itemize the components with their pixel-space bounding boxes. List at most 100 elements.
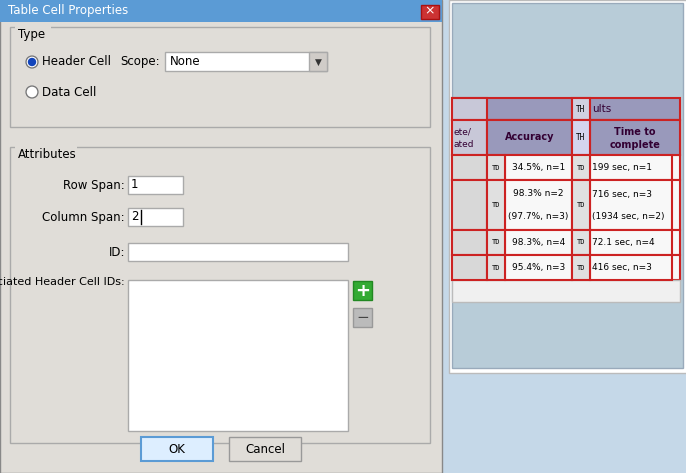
Bar xyxy=(487,120,572,155)
Bar xyxy=(452,98,487,120)
Bar xyxy=(505,255,572,280)
Text: 416 sec, n=3: 416 sec, n=3 xyxy=(592,263,652,272)
Bar xyxy=(572,155,590,180)
Text: Table Cell Properties: Table Cell Properties xyxy=(8,5,128,18)
Bar xyxy=(309,53,327,71)
Bar xyxy=(449,0,686,373)
Bar xyxy=(572,180,590,230)
Bar xyxy=(128,208,183,226)
Text: 199 sec, n=1: 199 sec, n=1 xyxy=(592,163,652,172)
Bar xyxy=(128,176,183,194)
Bar xyxy=(452,98,680,120)
Text: Attributes: Attributes xyxy=(18,148,77,161)
Bar xyxy=(452,180,487,230)
Text: ults: ults xyxy=(592,104,611,114)
Bar xyxy=(452,155,487,180)
Bar xyxy=(128,280,348,431)
Text: Data Cell: Data Cell xyxy=(42,86,96,98)
Text: OK: OK xyxy=(169,443,185,455)
Text: 1: 1 xyxy=(131,178,139,192)
Text: ated: ated xyxy=(454,140,475,149)
Text: (97.7%, n=3): (97.7%, n=3) xyxy=(508,211,569,220)
Text: TD: TD xyxy=(577,202,585,208)
Bar xyxy=(353,281,372,300)
Bar xyxy=(572,230,590,255)
Text: Cancel: Cancel xyxy=(245,443,285,455)
Bar xyxy=(128,243,348,261)
Circle shape xyxy=(26,56,38,68)
Bar xyxy=(0,0,442,22)
Bar xyxy=(452,230,680,255)
Text: Type: Type xyxy=(18,28,45,41)
Text: 34.5%, n=1: 34.5%, n=1 xyxy=(512,163,565,172)
Bar xyxy=(487,230,505,255)
Text: Scope:: Scope: xyxy=(120,55,160,69)
Bar xyxy=(590,255,672,280)
Bar xyxy=(10,147,430,443)
Bar xyxy=(452,280,680,302)
Text: ×: × xyxy=(425,5,435,18)
Bar xyxy=(572,98,590,120)
Bar xyxy=(452,3,683,368)
Text: +: + xyxy=(355,281,370,299)
Text: 98.3%, n=4: 98.3%, n=4 xyxy=(512,238,565,247)
Bar xyxy=(10,27,430,127)
Bar xyxy=(0,0,442,473)
Bar xyxy=(165,53,327,71)
Bar xyxy=(452,120,680,155)
Bar xyxy=(452,230,487,255)
Text: TD: TD xyxy=(492,165,500,170)
Bar xyxy=(487,180,505,230)
Text: Time to: Time to xyxy=(614,127,656,137)
Bar xyxy=(487,155,505,180)
Text: ▼: ▼ xyxy=(315,58,322,67)
Text: TH: TH xyxy=(576,105,586,114)
Text: None: None xyxy=(170,55,200,69)
Text: Accuracy: Accuracy xyxy=(505,132,554,142)
Bar xyxy=(452,255,487,280)
Text: −: − xyxy=(356,310,369,325)
Text: TD: TD xyxy=(492,239,500,245)
Text: complete: complete xyxy=(610,140,661,149)
Bar xyxy=(452,255,680,280)
Bar xyxy=(590,155,672,180)
Bar xyxy=(15,23,51,34)
Bar xyxy=(452,120,487,155)
Bar xyxy=(590,230,672,255)
Bar xyxy=(452,155,680,180)
Text: TD: TD xyxy=(577,264,585,271)
Text: TD: TD xyxy=(492,202,500,208)
Bar xyxy=(505,180,572,230)
Text: ete/: ete/ xyxy=(454,128,472,137)
Bar xyxy=(505,230,572,255)
Text: Column Span:: Column Span: xyxy=(43,210,125,224)
Bar xyxy=(452,180,680,230)
Text: 716 sec, n=3: 716 sec, n=3 xyxy=(592,190,652,199)
Text: 72.1 sec, n=4: 72.1 sec, n=4 xyxy=(592,238,654,247)
Bar xyxy=(487,255,505,280)
Bar xyxy=(590,120,680,155)
Text: 98.3% n=2: 98.3% n=2 xyxy=(513,190,564,199)
Text: TH: TH xyxy=(576,133,586,142)
Bar xyxy=(229,437,301,461)
Bar xyxy=(572,255,590,280)
Bar xyxy=(15,143,77,154)
Bar xyxy=(141,437,213,461)
Text: ID:: ID: xyxy=(108,245,125,259)
Text: TD: TD xyxy=(577,239,585,245)
Text: 95.4%, n=3: 95.4%, n=3 xyxy=(512,263,565,272)
Text: 2: 2 xyxy=(131,210,139,224)
Text: Row Span:: Row Span: xyxy=(63,178,125,192)
Bar xyxy=(421,5,439,19)
Text: Header Cell: Header Cell xyxy=(42,55,111,69)
Text: (1934 sec, n=2): (1934 sec, n=2) xyxy=(592,211,665,220)
Bar xyxy=(353,308,372,327)
Text: TD: TD xyxy=(577,165,585,170)
Circle shape xyxy=(29,59,36,65)
Bar xyxy=(572,120,590,155)
Circle shape xyxy=(26,86,38,98)
Bar xyxy=(505,155,572,180)
Text: Associated Header Cell IDs:: Associated Header Cell IDs: xyxy=(0,277,125,287)
Bar xyxy=(590,180,672,230)
Text: TD: TD xyxy=(492,264,500,271)
